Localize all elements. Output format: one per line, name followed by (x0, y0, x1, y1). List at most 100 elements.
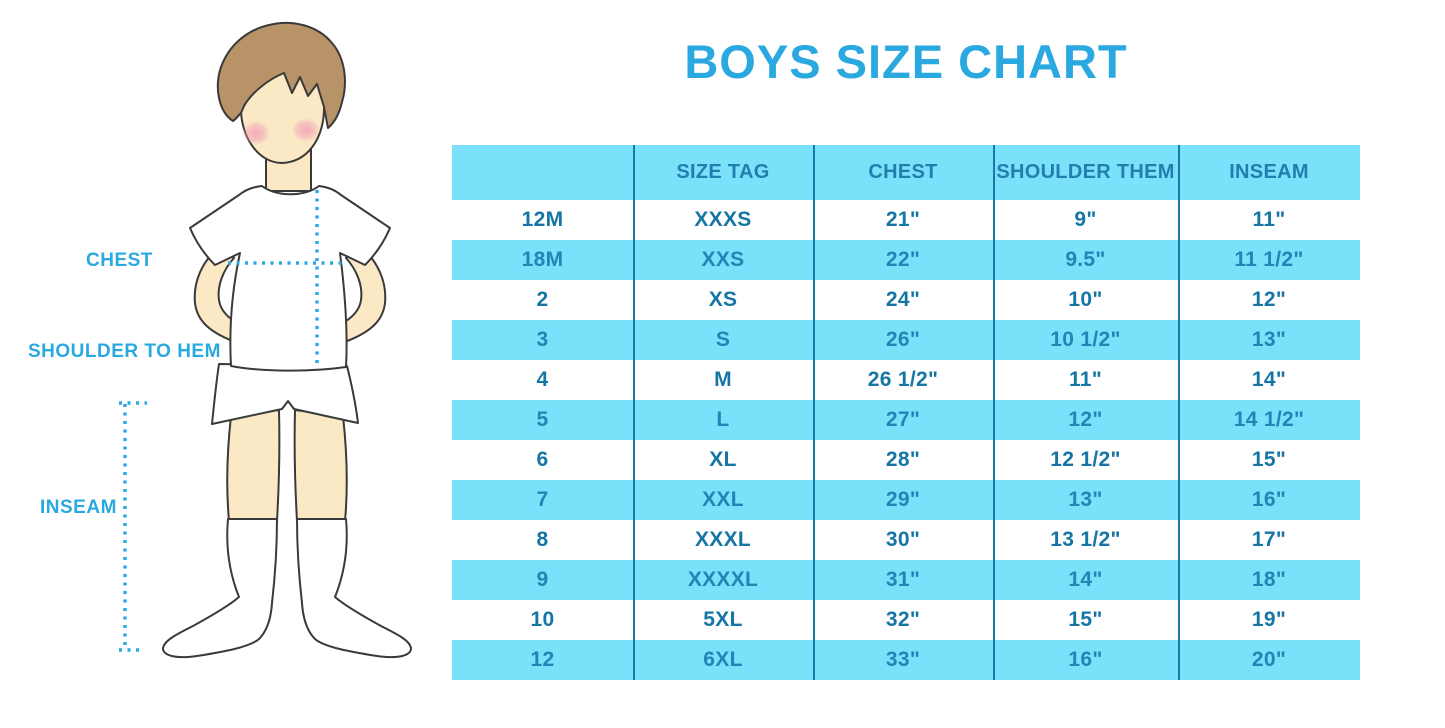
chest-label: CHEST (86, 250, 153, 271)
table-cell: 32" (885, 608, 921, 631)
table-row: 9 XXXXL 31" 14" 18" (452, 560, 1360, 600)
table-cell: 19" (1251, 608, 1287, 631)
table-cell: XS (708, 288, 738, 311)
table-cell: XXS (701, 248, 745, 271)
column-divider (813, 145, 815, 680)
table-cell: 30" (885, 528, 921, 551)
inseam-label: INSEAM (40, 497, 117, 518)
boy-blush-right (292, 118, 320, 142)
table-cell: 16" (1251, 488, 1287, 511)
table-row: 12 6XL 33" 16" 20" (452, 640, 1360, 680)
table-cell: 11" (1252, 208, 1286, 231)
table-cell: 6XL (703, 648, 743, 671)
table-cell: 10 1/2" (1050, 328, 1121, 351)
table-cell: 12" (1251, 288, 1287, 311)
table-cell: 31" (885, 568, 921, 591)
table-row: 8 XXXL 30" 13 1/2" 17" (452, 520, 1360, 560)
table-cell: 9 (536, 568, 549, 591)
table-cell: 12" (1068, 408, 1103, 431)
column-header-blank (452, 145, 633, 200)
table-cell: 26" (885, 328, 921, 351)
table-cell: 15" (1251, 448, 1287, 471)
table-cell: 10" (1068, 288, 1103, 311)
table-cell: 2 (536, 288, 549, 311)
size-table-body: 12M XXXS 21" 9" 11" 18M XXS 22" 9.5" 11 1/2" 2 XS 24… (452, 200, 1360, 680)
boy-right-sock (296, 518, 412, 659)
table-cell: 8 (536, 528, 549, 551)
table-cell: 28" (885, 448, 921, 471)
table-cell: 6 (536, 448, 549, 471)
table-cell: 17" (1251, 528, 1287, 551)
table-cell: XXL (702, 488, 744, 511)
table-cell: 9" (1074, 208, 1097, 231)
table-row: 5 L 27" 12" 14 1/2" (452, 400, 1360, 440)
column-divider (633, 145, 635, 680)
table-cell: 14 1/2" (1233, 408, 1305, 431)
table-cell: 14" (1251, 368, 1287, 391)
table-cell: 18" (1251, 568, 1287, 591)
table-cell: 14" (1068, 568, 1103, 591)
table-cell: 15" (1068, 608, 1103, 631)
table-cell: 11" (1068, 368, 1103, 391)
table-row: 3 S 26" 10 1/2" 13" (452, 320, 1360, 360)
table-cell: 4 (536, 368, 549, 391)
table-cell: XXXL (694, 528, 752, 551)
table-cell: 12 (530, 648, 555, 671)
size-table: SIZE TAG CHEST SHOULDER THEM INSEAM 12M X… (452, 145, 1360, 680)
table-cell: 12 1/2" (1050, 448, 1121, 471)
table-cell: 29" (885, 488, 921, 511)
table-cell: XXXXL (687, 568, 759, 591)
table-cell: 16" (1068, 648, 1103, 671)
table-cell: 11 1/2" (1234, 248, 1304, 271)
table-cell: 10 (530, 608, 555, 631)
table-row: 6 XL 28" 12 1/2" 15" (452, 440, 1360, 480)
table-cell: 24" (885, 288, 921, 311)
table-cell: L (716, 408, 730, 431)
table-cell: 3 (536, 328, 549, 351)
table-row: 12M XXXS 21" 9" 11" (452, 200, 1360, 240)
column-divider (1178, 145, 1180, 680)
column-divider (993, 145, 995, 680)
boy-tshirt (189, 185, 391, 372)
table-cell: 13" (1068, 488, 1103, 511)
table-cell: 20" (1251, 648, 1287, 671)
table-cell: 13 1/2" (1050, 528, 1121, 551)
table-row: 10 5XL 32" 15" 19" (452, 600, 1360, 640)
table-cell: 13" (1251, 328, 1287, 351)
boy-left-leg (226, 409, 281, 522)
table-cell: 22" (885, 248, 921, 271)
table-row: 2 XS 24" 10" 12" (452, 280, 1360, 320)
table-cell: 5XL (703, 608, 743, 631)
table-row: 4 M 26 1/2" 11" 14" (452, 360, 1360, 400)
table-cell: 27" (885, 408, 921, 431)
boy-blush-left (242, 121, 270, 145)
table-cell: 9.5" (1065, 248, 1106, 271)
page-title: BOYS SIZE CHART (684, 35, 1128, 88)
boy-shorts (211, 363, 359, 425)
column-header-chest: CHEST (868, 161, 938, 183)
column-header-size-tag: SIZE TAG (676, 161, 770, 183)
table-cell: 7 (536, 488, 549, 511)
table-cell: 26 1/2" (867, 368, 939, 391)
table-row: 18M XXS 22" 9.5" 11 1/2" (452, 240, 1360, 280)
boy-left-sock (162, 518, 278, 659)
table-cell: 5 (536, 408, 549, 431)
table-cell: XXXS (694, 208, 752, 231)
table-cell: M (714, 368, 732, 391)
table-cell: 21" (885, 208, 921, 231)
boy-right-leg (293, 409, 348, 522)
boy-hair (216, 21, 346, 129)
shoulder-to-hem-label: SHOULDER TO HEM (28, 341, 221, 362)
table-header-row: SIZE TAG CHEST SHOULDER THEM INSEAM (452, 145, 1360, 200)
table-cell: S (715, 328, 731, 351)
column-header-inseam: INSEAM (1229, 161, 1309, 183)
table-cell: XL (709, 448, 737, 471)
table-cell: 33" (885, 648, 921, 671)
column-header-shoulder: SHOULDER THEM (996, 161, 1175, 183)
boy-illustration-svg (119, 21, 412, 659)
table-cell: 18M (521, 248, 564, 271)
table-cell: 12M (521, 208, 564, 231)
table-row: 7 XXL 29" 13" 16" (452, 480, 1360, 520)
boy-illustration: CHEST SHOULDER TO HEM INSEAM (0, 0, 452, 723)
